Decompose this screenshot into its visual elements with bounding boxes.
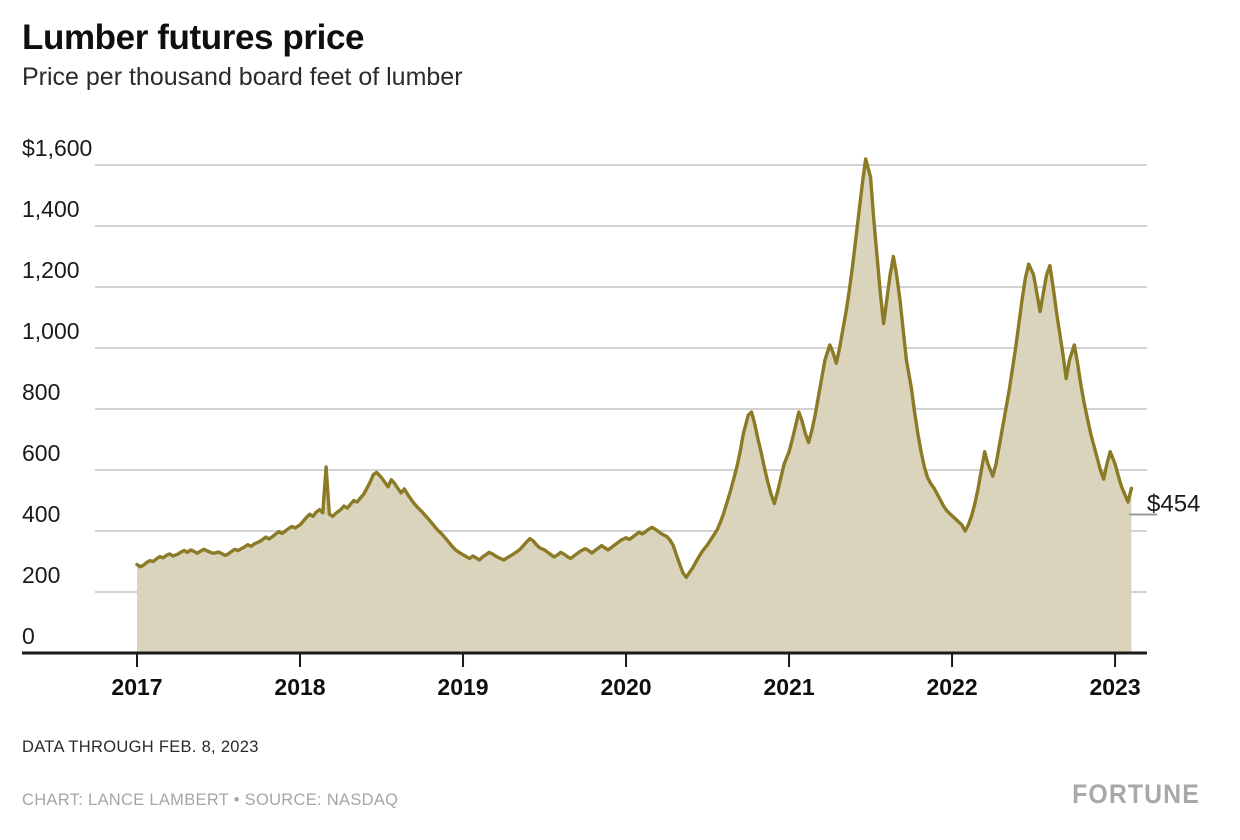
gridlines-group — [95, 164, 1147, 593]
end-value-annotation-group: $454 — [1129, 491, 1200, 518]
x-axis-tick-label: 2022 — [926, 674, 977, 700]
chart-credit: CHART: LANCE LAMBERT • SOURCE: NASDAQ — [22, 791, 399, 809]
fortune-logo: FORTUNE — [1072, 779, 1200, 809]
y-axis-tick-label: 600 — [22, 440, 60, 466]
y-axis-tick-label: $1,600 — [22, 135, 92, 161]
series-line-group — [135, 157, 1134, 580]
end-value-label: $454 — [1147, 491, 1200, 518]
x-axis-group: 2017 2018 2019 2020 2021 2022 2023 — [22, 651, 1147, 700]
y-axis-tick-label: 1,200 — [22, 257, 80, 283]
page-title: Lumber futures price — [22, 18, 365, 57]
series-line — [135, 157, 1134, 580]
x-axis-tick-label: 2019 — [437, 674, 488, 700]
x-axis-tick-label: 2021 — [763, 674, 814, 700]
chart-footer: DATA THROUGH FEB. 8, 2023 CHART: LANCE L… — [22, 738, 1218, 810]
chart-header: Lumber futures price Price per thousand … — [22, 18, 1122, 92]
chart-subtitle: Price per thousand board feet of lumber — [22, 63, 463, 92]
y-axis-labels-group: $1,600 1,400 1,200 1,000 800 600 400 200 0 — [22, 135, 92, 649]
y-axis-tick-label: 400 — [22, 501, 60, 527]
y-axis-tick-label: 800 — [22, 379, 60, 405]
x-axis-tick-label: 2018 — [274, 674, 325, 700]
y-axis-tick-label: 1,400 — [22, 196, 80, 222]
area-fill — [137, 158, 1132, 653]
data-through-note: DATA THROUGH FEB. 8, 2023 — [22, 738, 259, 756]
credit-row: CHART: LANCE LAMBERT • SOURCE: NASDAQ FO… — [22, 779, 1218, 810]
x-axis-tick-label: 2017 — [111, 674, 162, 700]
y-axis-tick-label: 0 — [22, 623, 35, 649]
x-axis-tick-label: 2023 — [1089, 674, 1140, 700]
y-axis-tick-label: 1,000 — [22, 318, 80, 344]
area-fill-group — [137, 158, 1132, 653]
y-axis-tick-label: 200 — [22, 562, 60, 588]
chart-plot-area: $1,600 1,400 1,200 1,000 800 600 400 200 0 2017 2… — [0, 128, 1240, 728]
x-axis-tick-label: 2020 — [600, 674, 651, 700]
